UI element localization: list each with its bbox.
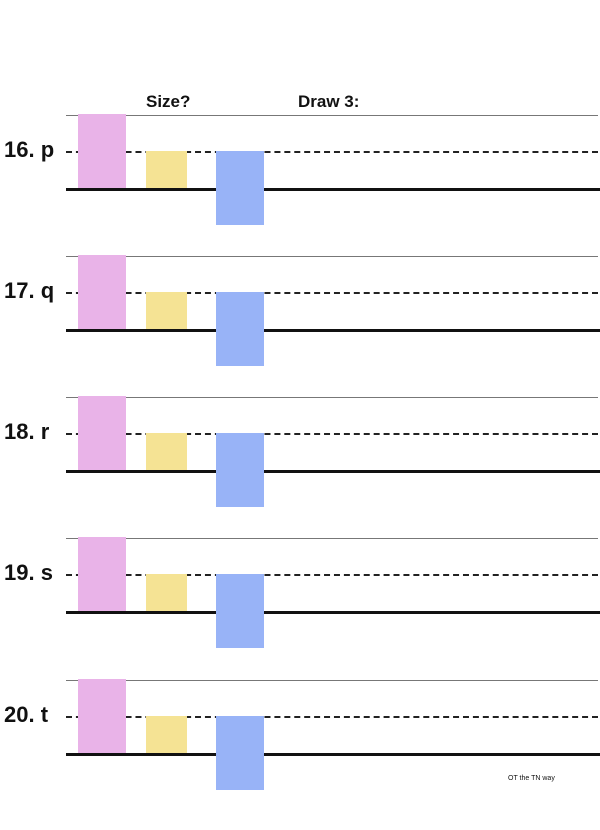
small-size-box (146, 716, 187, 753)
descender-size-box (216, 151, 264, 225)
baseline (66, 188, 600, 191)
top-line (66, 256, 598, 257)
row-label: 18. r (4, 419, 50, 444)
dashed-midline (66, 433, 598, 435)
baseline (66, 611, 600, 614)
row-label: 20. t (4, 702, 49, 727)
dashed-midline (66, 574, 598, 576)
footer-credit: OT the TN way (508, 775, 555, 782)
draw-header: Draw 3: (298, 92, 360, 111)
top-line (66, 397, 598, 398)
top-line (66, 680, 598, 681)
baseline (66, 329, 600, 332)
tall-size-box (78, 255, 126, 329)
practice-row: 19. s (0, 537, 600, 688)
small-size-box (146, 151, 187, 188)
top-line (66, 115, 598, 116)
practice-row: 16. p (0, 114, 600, 265)
dashed-midline (66, 292, 598, 294)
baseline (66, 470, 600, 473)
dashed-midline (66, 716, 598, 718)
dashed-midline (66, 151, 598, 153)
small-size-box (146, 574, 187, 611)
baseline (66, 753, 600, 756)
row-label: 19. s (4, 560, 53, 585)
tall-size-box (78, 396, 126, 470)
descender-size-box (216, 292, 264, 366)
row-label: 17. q (4, 278, 55, 303)
descender-size-box (216, 716, 264, 790)
row-label: 16. p (4, 137, 55, 162)
tall-size-box (78, 114, 126, 188)
descender-size-box (216, 433, 264, 507)
practice-row: 17. q (0, 255, 600, 406)
descender-size-box (216, 574, 264, 648)
size-header: Size? (146, 92, 191, 111)
tall-size-box (78, 679, 126, 753)
top-line (66, 538, 598, 539)
small-size-box (146, 433, 187, 470)
tall-size-box (78, 537, 126, 611)
practice-row: 20. t (0, 679, 600, 830)
practice-row: 18. r (0, 396, 600, 547)
small-size-box (146, 292, 187, 329)
